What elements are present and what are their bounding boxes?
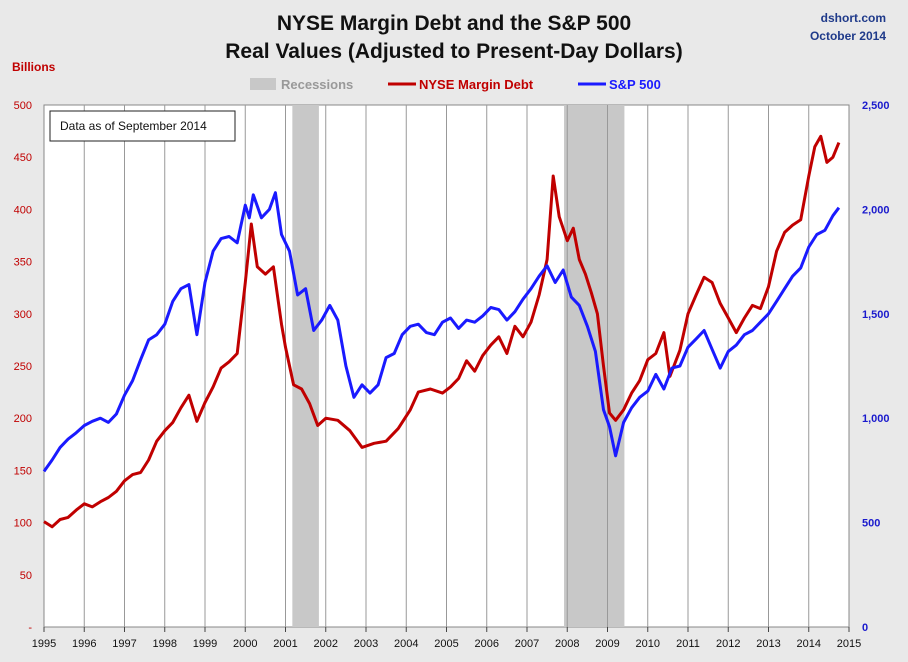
series-lines bbox=[42, 134, 841, 529]
credit-date: October 2014 bbox=[810, 29, 886, 43]
chart-title-line-2: Real Values (Adjusted to Present-Day Dol… bbox=[225, 40, 682, 63]
y-right-tick-label-2: 1,000 bbox=[862, 413, 890, 425]
y-right-tick-label-5: 2,500 bbox=[862, 100, 890, 112]
x-tick-label-2011: 2011 bbox=[676, 638, 700, 650]
y-right-tick-label-4: 2,000 bbox=[862, 204, 890, 216]
legend-recession-swatch bbox=[250, 78, 276, 90]
x-tick-label-2008: 2008 bbox=[555, 638, 579, 650]
x-tick-label-2007: 2007 bbox=[515, 638, 539, 650]
y-left-tick-label-2: 100 bbox=[14, 518, 32, 530]
y-left-tick-label-9: 450 bbox=[14, 152, 32, 164]
legend-margin-label: NYSE Margin Debt bbox=[419, 77, 534, 92]
x-tick-label-2015: 2015 bbox=[837, 638, 861, 650]
recession-band-1 bbox=[292, 105, 319, 627]
y-left-tick-label-10: 500 bbox=[14, 100, 32, 112]
legend: Recessions NYSE Margin Debt S&P 500 bbox=[250, 77, 661, 92]
data-note-frame bbox=[49, 110, 236, 142]
x-tick-label-2003: 2003 bbox=[354, 638, 378, 650]
axis-ticks: 1995 1996 1997 1998 1999 2000 2001 2002 2003 2004… bbox=[14, 100, 890, 650]
series-line-margin-debt bbox=[43, 134, 841, 529]
recession-bands bbox=[292, 105, 625, 627]
legend-recession-label: Recessions bbox=[281, 77, 353, 92]
y-left-tick-label-5: 250 bbox=[14, 361, 32, 373]
x-tick-label-2004: 2004 bbox=[394, 638, 418, 650]
left-axis-unit: Billions bbox=[12, 60, 56, 74]
x-tick-label-2006: 2006 bbox=[475, 638, 499, 650]
x-tick-label-2000: 2000 bbox=[233, 638, 257, 650]
x-tick-label-1997: 1997 bbox=[112, 638, 136, 650]
y-right-tick-label-0: 0 bbox=[862, 622, 868, 634]
x-tick-label-2005: 2005 bbox=[434, 638, 458, 650]
x-tick-label-1999: 1999 bbox=[193, 638, 217, 650]
series-line-sp500 bbox=[42, 191, 841, 473]
y-right-tick-label-1: 500 bbox=[862, 518, 880, 530]
x-tick-label-2002: 2002 bbox=[314, 638, 338, 650]
credit-source: dshort.com bbox=[821, 11, 886, 25]
x-tick-label-2010: 2010 bbox=[636, 638, 660, 650]
y-left-tick-label-3: 150 bbox=[14, 465, 32, 477]
legend-sp500-label: S&P 500 bbox=[609, 77, 661, 92]
y-right-tick-label-3: 1,500 bbox=[862, 309, 890, 321]
grid-lines bbox=[83, 105, 810, 627]
y-left-tick-label-1: 50 bbox=[20, 570, 32, 582]
recession-band-2 bbox=[564, 105, 625, 627]
x-tick-label-2014: 2014 bbox=[797, 638, 821, 650]
x-tick-label-1998: 1998 bbox=[153, 638, 177, 650]
x-tick-label-1996: 1996 bbox=[72, 638, 96, 650]
chart-title-line-1: NYSE Margin Debt and the S&P 500 bbox=[277, 12, 631, 35]
x-tick-label-2001: 2001 bbox=[273, 638, 297, 650]
x-tick-label-2009: 2009 bbox=[595, 638, 619, 650]
y-left-tick-label-4: 200 bbox=[14, 413, 32, 425]
y-left-tick-label-8: 400 bbox=[14, 204, 32, 216]
x-tick-label-1995: 1995 bbox=[32, 638, 56, 650]
data-note-box: Data as of September 2014 bbox=[49, 110, 236, 142]
data-note-text: Data as of September 2014 bbox=[60, 119, 207, 133]
y-left-tick-label-0: - bbox=[28, 622, 32, 634]
y-left-tick-label-6: 300 bbox=[14, 309, 32, 321]
x-tick-label-2012: 2012 bbox=[716, 638, 740, 650]
y-left-tick-label-7: 350 bbox=[14, 257, 32, 269]
x-tick-label-2013: 2013 bbox=[756, 638, 780, 650]
